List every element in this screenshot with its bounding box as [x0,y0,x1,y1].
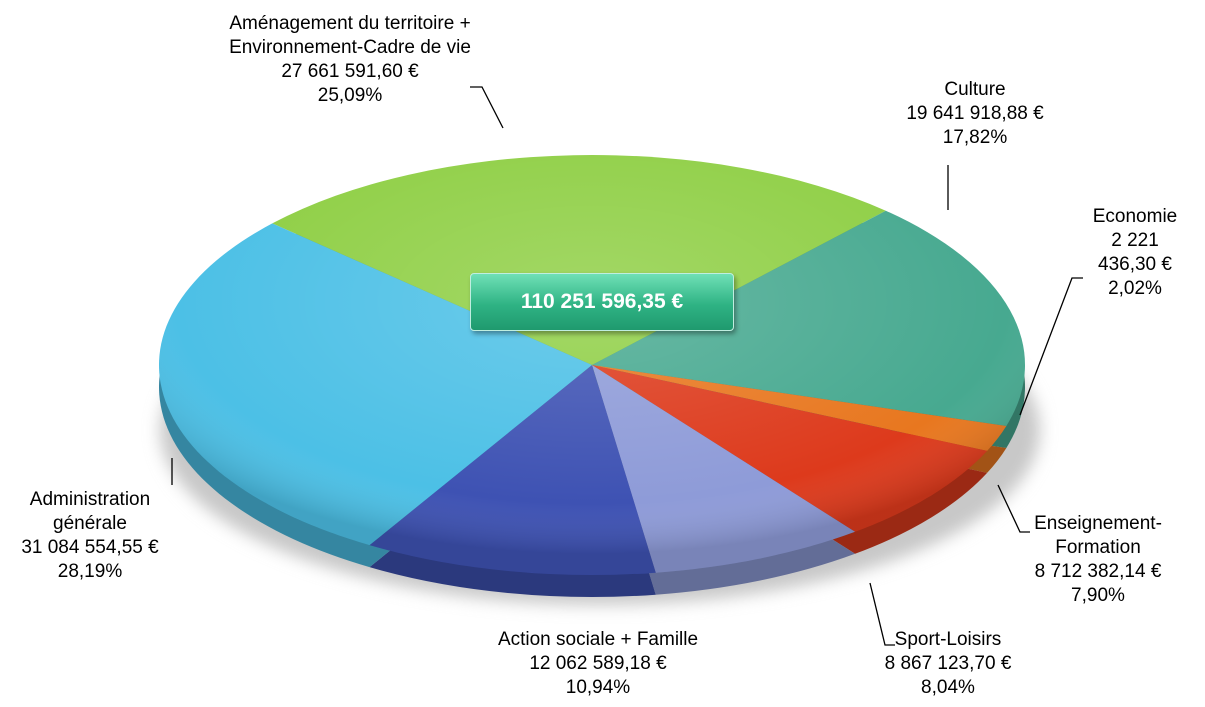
data-label: Enseignement- Formation 8 712 382,14 € 7,9… [1034,512,1162,608]
data-label: Action sociale + Famille 12 062 589,18 € 1… [498,628,698,700]
leader-line [869,582,895,646]
amount-label: 19 641 918,88 € [906,103,1044,124]
percent-label: 8,04% [921,677,975,698]
percent-label: 7,90% [1071,585,1125,606]
data-label: Economie 2 221 436,30 € 2,02% [1093,205,1178,301]
category-label: Sport-Loisirs [894,629,1002,650]
total-label: 110 251 596,35 € [470,273,734,331]
category-label: Enseignement- Formation [1034,513,1162,558]
data-label: Aménagement du territoire + Environnemen… [229,12,471,108]
category-label: Aménagement du territoire + Environnemen… [229,13,471,58]
percent-label: 25,09% [317,85,383,106]
category-label: Economie [1092,206,1178,227]
amount-label: 12 062 589,18 € [529,653,667,674]
leader-line [1019,277,1083,416]
percent-label: 2,02% [1108,278,1162,299]
amount-label: 8 712 382,14 € [1034,561,1162,582]
amount-label: 2 221 436,30 € [1098,230,1172,275]
data-label: Administration générale 31 084 554,55 € 28… [21,488,158,584]
category-label: Administration générale [29,489,151,534]
leader-line [997,484,1030,533]
category-label: Culture [944,79,1006,100]
percent-label: 28,19% [57,561,123,582]
data-label: Culture 19 641 918,88 € 17,82% [906,78,1043,150]
pie-top [158,155,1025,575]
amount-label: 27 661 591,60 € [281,61,419,82]
category-label: Action sociale + Famille [497,629,699,650]
data-label: Sport-Loisirs 8 867 123,70 € 8,04% [885,628,1012,700]
amount-label: 8 867 123,70 € [884,653,1012,674]
leader-line [470,86,504,129]
percent-label: 17,82% [942,127,1008,148]
amount-label: 31 084 554,55 € [21,537,159,558]
percent-label: 10,94% [565,677,631,698]
